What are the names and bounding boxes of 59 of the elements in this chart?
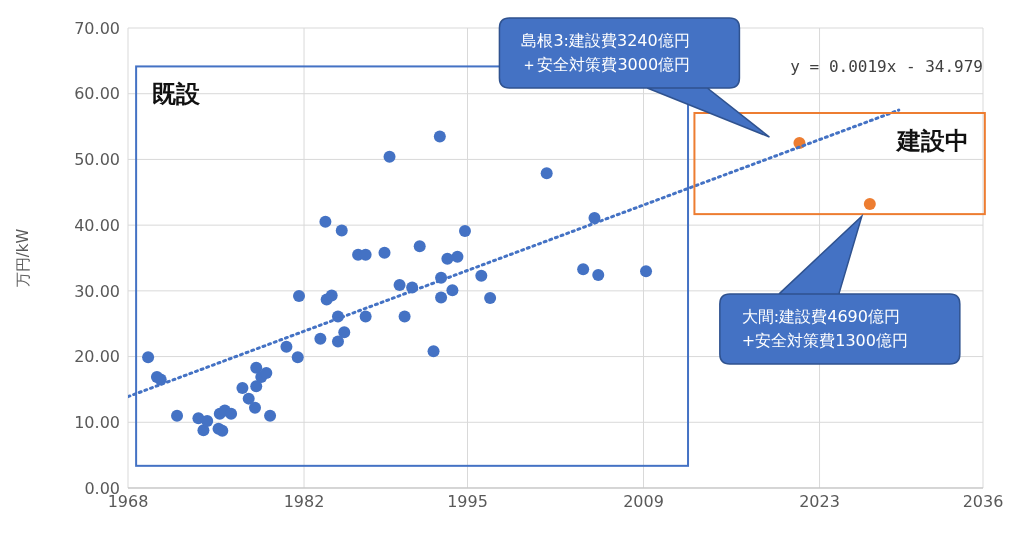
point xyxy=(264,409,277,422)
point xyxy=(319,215,332,228)
point xyxy=(250,361,263,374)
point xyxy=(451,250,464,263)
point xyxy=(280,340,293,353)
point xyxy=(398,310,411,323)
point xyxy=(540,167,553,180)
y-tick-label: 50.00 xyxy=(74,150,120,170)
annotation: 建設中 xyxy=(894,127,969,155)
x-tick-label: 2009 xyxy=(623,492,664,512)
y-tick-label: 30.00 xyxy=(74,281,120,301)
point xyxy=(171,409,184,422)
point xyxy=(413,240,426,253)
point xyxy=(592,269,605,282)
point xyxy=(640,265,653,278)
point xyxy=(236,382,249,395)
y-axis-title: 万円/kW xyxy=(14,228,33,288)
text: y = 0.0019x - 34.979 xyxy=(790,57,983,77)
point xyxy=(293,290,305,303)
point xyxy=(248,401,261,414)
point xyxy=(331,335,344,348)
y-tick-label: 20.00 xyxy=(74,347,120,367)
point xyxy=(427,345,440,358)
point xyxy=(475,269,488,282)
x-tick-label: 1982 xyxy=(283,492,325,512)
point xyxy=(433,130,446,143)
point xyxy=(325,289,338,302)
point xyxy=(338,326,351,339)
point xyxy=(335,224,348,237)
point xyxy=(216,424,229,437)
point xyxy=(577,263,590,276)
point xyxy=(314,332,327,345)
x-tick-label: 1995 xyxy=(447,492,488,512)
x-tick-label: 2023 xyxy=(799,492,840,512)
point xyxy=(458,225,471,238)
annotation: 既設 xyxy=(152,80,202,109)
point xyxy=(260,367,273,379)
point xyxy=(291,351,304,364)
point xyxy=(201,414,214,427)
point xyxy=(378,246,391,259)
y-tick-label: 60.00 xyxy=(74,84,120,104)
annotation: 大間:建設費4690億円+安全対策費1300億円 xyxy=(741,306,909,353)
point xyxy=(359,310,372,323)
y-tick-label: 10.00 xyxy=(74,412,120,432)
point xyxy=(250,380,263,393)
point xyxy=(435,291,448,304)
point xyxy=(383,150,396,163)
annotation: 島根3:建設費3240億円＋安全対策費3000億円 xyxy=(521,30,692,76)
point xyxy=(446,284,459,297)
x-tick-label: 2036 xyxy=(962,492,1004,512)
y-tick-label: 70.00 xyxy=(74,18,120,38)
point xyxy=(142,351,155,364)
point xyxy=(225,407,238,420)
point xyxy=(484,292,497,305)
point xyxy=(441,252,454,265)
y-tick-label: 40.00 xyxy=(74,215,120,235)
point xyxy=(393,278,406,291)
point xyxy=(863,198,876,211)
point xyxy=(242,392,255,405)
